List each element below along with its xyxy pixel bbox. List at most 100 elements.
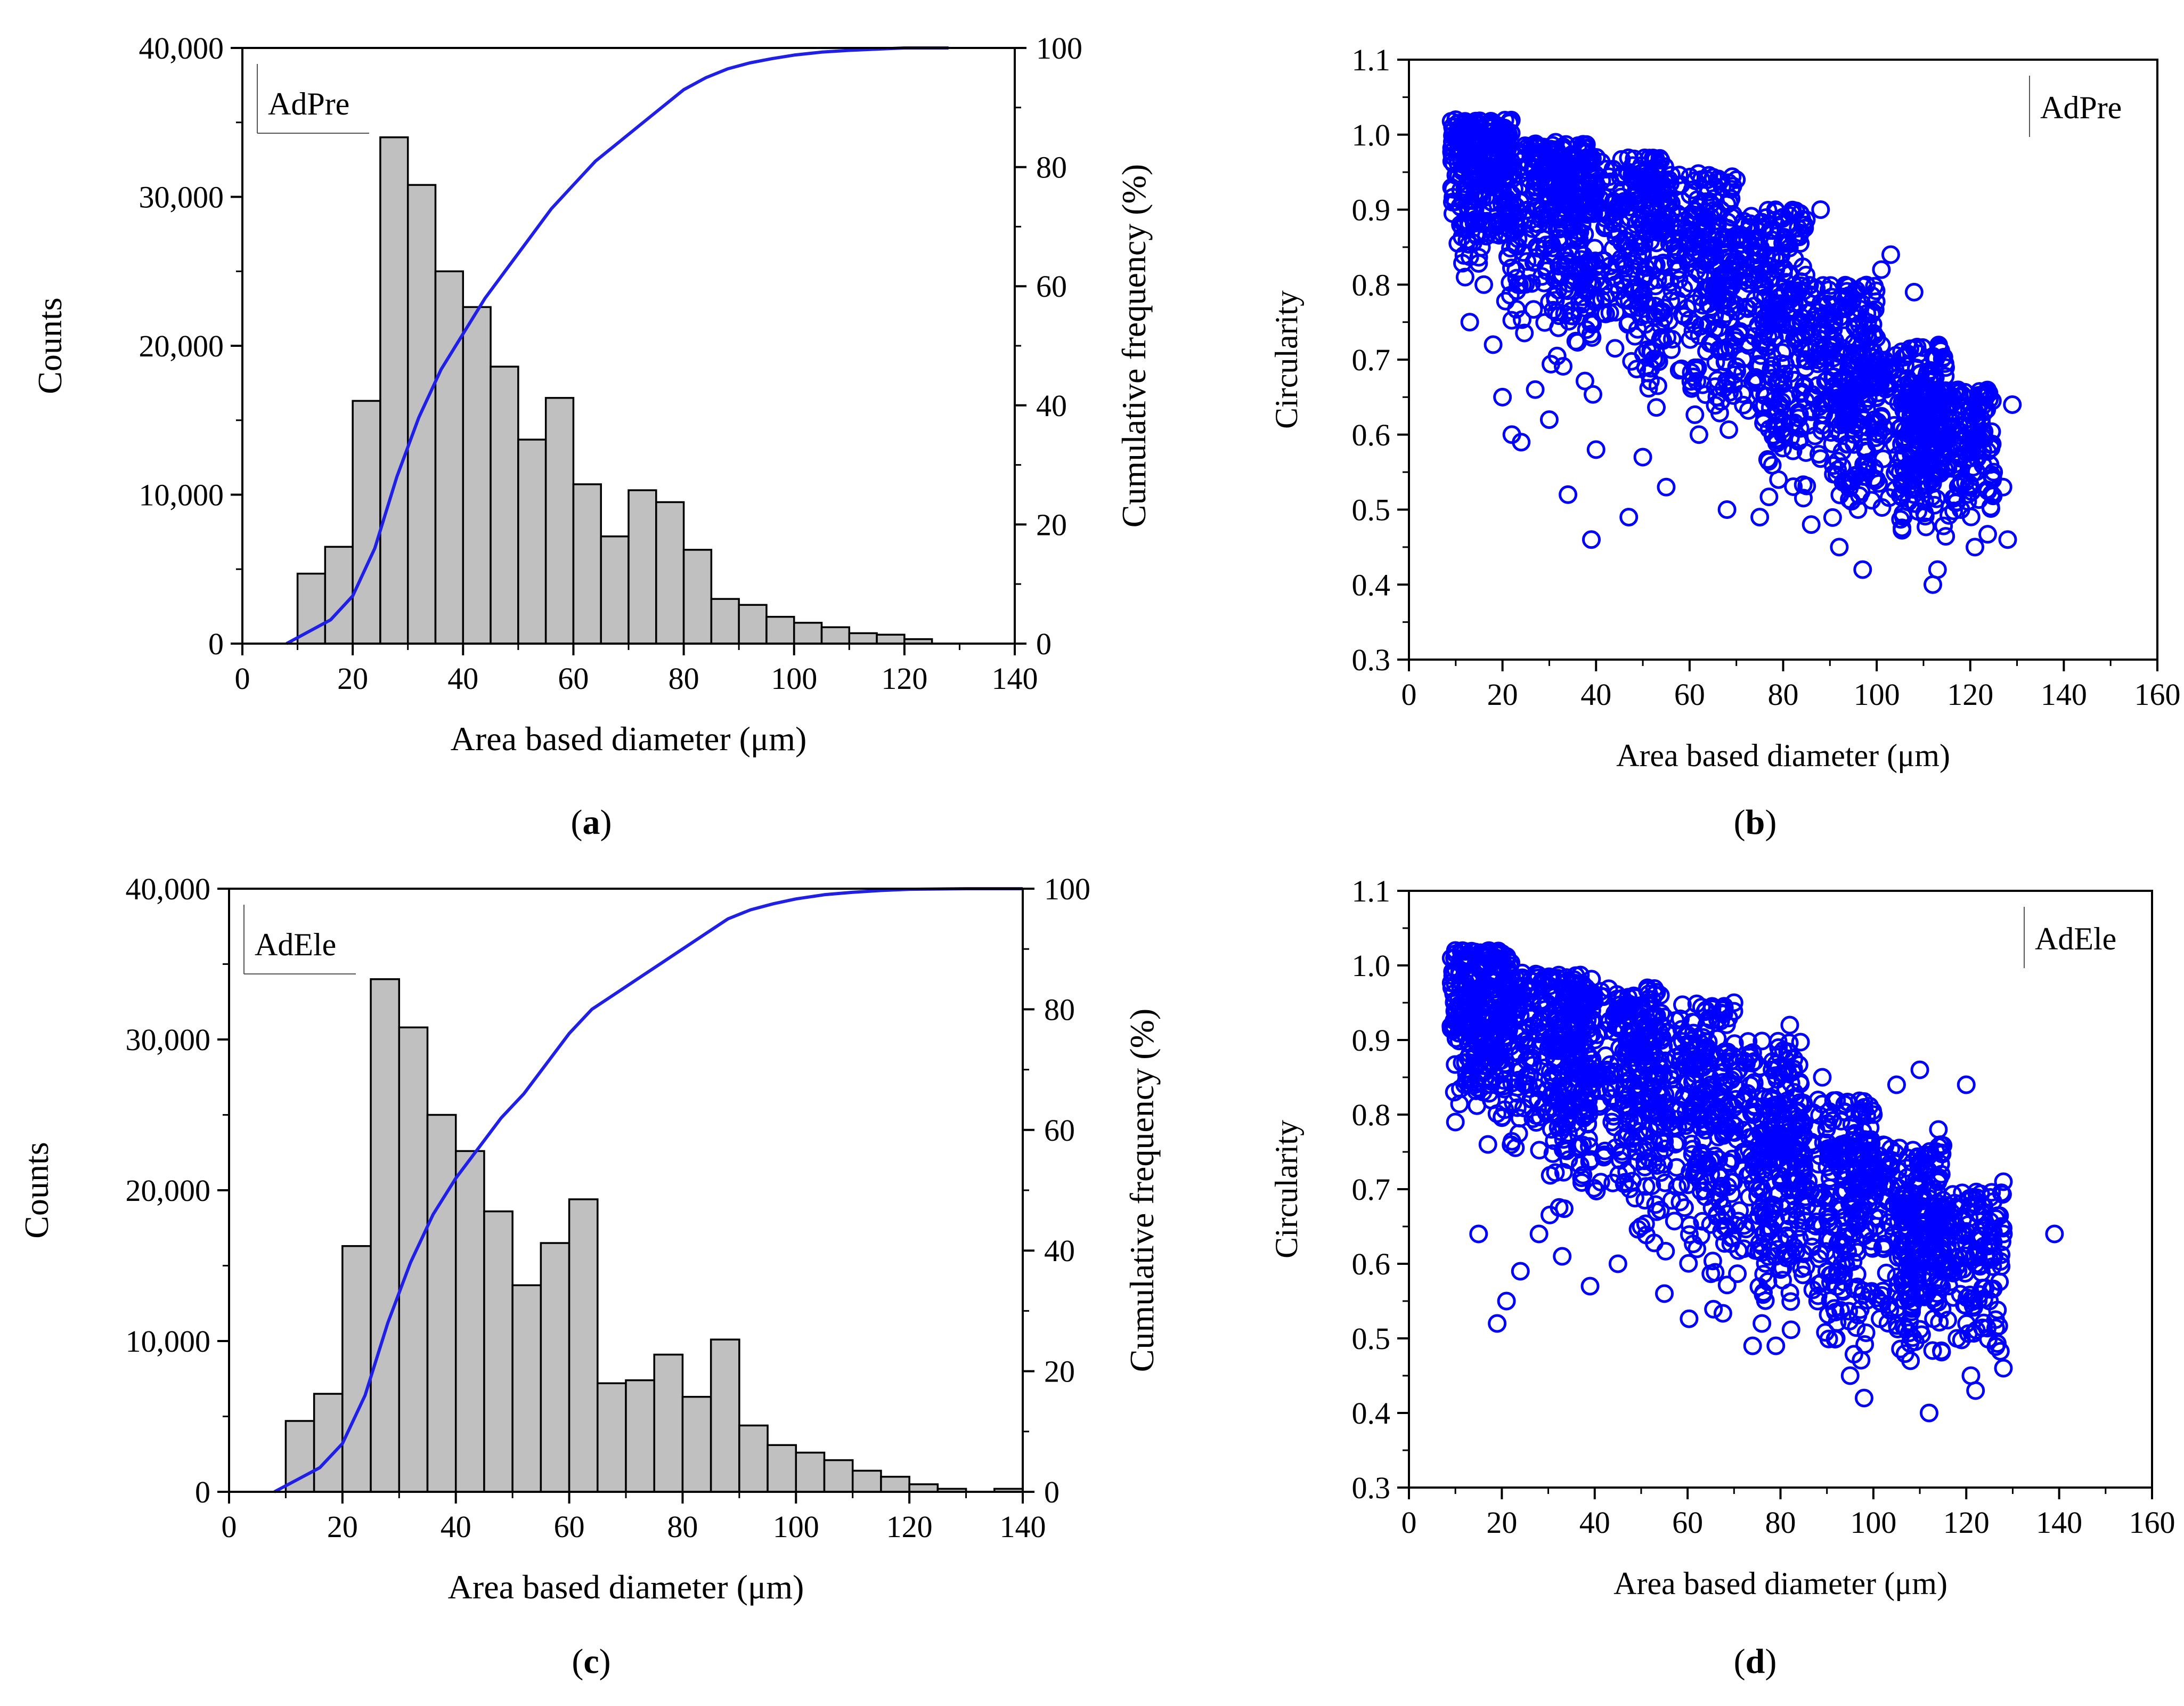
scatter-point: [1591, 202, 1610, 222]
scatter-point: [1915, 1227, 1934, 1246]
scatter-point: [1755, 386, 1774, 405]
scatter-point: [1525, 143, 1544, 163]
scatter-point: [1781, 1320, 1800, 1339]
scatter-point: [1763, 348, 1782, 367]
scatter-point: [1699, 1009, 1718, 1028]
scatter-point: [1971, 1255, 1990, 1274]
scatter-point: [1754, 413, 1773, 433]
histogram-bar: [572, 483, 602, 645]
y-tick-label: 0.9: [1352, 193, 1391, 228]
scatter-point: [1936, 527, 1955, 546]
scatter-point: [1781, 1292, 1800, 1311]
scatter-point: [1821, 1187, 1840, 1206]
y-tick-label: 0.5: [1352, 1321, 1391, 1356]
scatter-point: [1713, 1103, 1732, 1123]
y-tick-label: 0.3: [1352, 643, 1391, 677]
scatter-point: [1461, 1075, 1480, 1094]
y-tick-label: 0.7: [1352, 343, 1391, 377]
scatter-point: [1496, 994, 1515, 1013]
scatter-point: [1820, 1102, 1839, 1121]
scatter-point: [1563, 215, 1582, 234]
scatter-point: [1864, 1105, 1883, 1124]
scatter-point: [1983, 1257, 2002, 1276]
scatter-point: [1610, 1151, 1629, 1170]
scatter-point: [1550, 1198, 1569, 1217]
scatter-point: [1696, 263, 1715, 282]
scatter-point: [1867, 434, 1886, 453]
scatter-point: [1977, 385, 1996, 404]
histogram-bar: [655, 501, 685, 645]
scatter-point: [1743, 1043, 1762, 1062]
scatter-point: [1755, 1124, 1774, 1143]
scatter-point: [1873, 449, 1893, 468]
scatter-point: [1869, 474, 1888, 493]
scatter-point: [1845, 382, 1864, 401]
scatter-point: [1714, 1073, 1733, 1092]
y2-tick-label: 100: [1036, 31, 1082, 66]
scatter-point: [1917, 517, 1936, 537]
scatter-point: [1647, 1202, 1666, 1221]
scatter-point: [1877, 1150, 1896, 1169]
scatter-point: [1901, 405, 1920, 425]
scatter-point: [1558, 281, 1577, 300]
x-tick-label: 40: [1580, 677, 1611, 712]
scatter-point: [1662, 340, 1681, 359]
scatter-point: [1750, 508, 1770, 527]
scatter-point: [1794, 1165, 1813, 1184]
scatter-point: [1592, 172, 1611, 190]
scatter-point: [1820, 1179, 1839, 1197]
scatter-point: [1519, 155, 1538, 174]
scatter-point: [1782, 299, 1802, 318]
scatter-point: [1780, 1122, 1799, 1141]
scatter-point: [1627, 360, 1647, 379]
scatter-point: [1688, 1239, 1707, 1258]
scatter-point: [1795, 215, 1814, 234]
scatter-point: [2045, 1224, 2064, 1244]
scatter-point: [1577, 320, 1596, 339]
scatter-point: [1581, 324, 1600, 344]
scatter-point: [1835, 1095, 1854, 1114]
scatter-point: [1827, 1329, 1846, 1348]
scatter-point: [1545, 1054, 1564, 1074]
scatter-point: [1867, 387, 1886, 407]
y2-tick-label: 0: [1036, 627, 1052, 661]
scatter-point: [1683, 376, 1702, 395]
scatter-point: [1933, 1244, 1952, 1263]
scatter-point: [1641, 1045, 1660, 1065]
histogram-bar: [426, 1114, 457, 1493]
scatter-point: [1642, 170, 1661, 190]
scatter-point: [1530, 1141, 1549, 1160]
scatter-point: [1576, 1070, 1595, 1090]
scatter-point: [1648, 1093, 1667, 1112]
scatter-point: [1646, 1195, 1665, 1214]
scatter-point: [1565, 1001, 1584, 1020]
scatter-point: [1702, 1000, 1722, 1018]
scatter-point: [1673, 995, 1692, 1014]
scatter-point: [1465, 205, 1485, 224]
scatter-point: [1961, 1198, 1980, 1217]
histogram-bar: [908, 1483, 939, 1493]
scatter-point: [1451, 198, 1470, 217]
histogram-bar: [876, 633, 906, 645]
legend-label: AdPre: [2040, 90, 2122, 125]
x-tick-label: 120: [886, 1509, 933, 1544]
scatter-point: [1895, 1318, 1914, 1337]
scatter-point: [1866, 423, 1885, 442]
scatter-point: [1573, 270, 1592, 289]
scatter-point: [1767, 429, 1787, 448]
scatter-point: [1644, 1154, 1663, 1173]
scatter-point: [1646, 277, 1665, 296]
x-axis-title: Area based diameter (μm): [1616, 738, 1950, 773]
scatter-point: [1927, 489, 1946, 508]
scatter-point: [1507, 217, 1527, 236]
scatter-point: [1500, 1014, 1519, 1034]
scatter-point: [1854, 1281, 1873, 1301]
scatter-point: [1657, 477, 1676, 497]
histogram-bar: [341, 1245, 372, 1493]
scatter-point: [1687, 261, 1706, 280]
scatter-point: [1526, 1037, 1545, 1056]
scatter-point: [1761, 257, 1780, 276]
scatter-point: [1565, 981, 1584, 1001]
scatter-point: [1746, 290, 1765, 309]
scatter-point: [1947, 1329, 1967, 1348]
